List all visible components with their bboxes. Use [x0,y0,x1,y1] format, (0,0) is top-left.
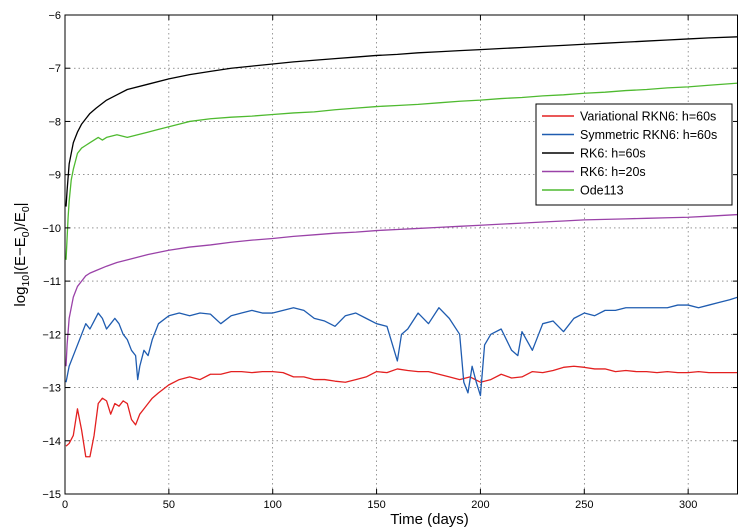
axis-ticks: 0 50 100 150 200 250 300 −15 −14 −13 −12 −11 −10 −9 −8… [42,10,738,511]
y-axis-label: log10|(E−E0)/E0| [12,202,32,306]
grid-lines [64,14,738,495]
y-tick-label: −12 [42,329,61,341]
legend-label: Variational RKN6: h=60s [580,110,716,124]
series-line-4 [65,82,738,260]
y-tick-label: −7 [48,63,61,75]
y-tick-label: −8 [48,116,61,128]
series-line-0 [65,365,738,458]
x-tick-label: 100 [264,499,282,511]
x-tick-label: 0 [62,499,68,511]
y-tick-label: −10 [42,223,61,235]
legend-label: RK6: h=20s [580,165,646,179]
legend-label: RK6: h=60s [580,147,646,161]
series-line-1 [65,296,738,397]
x-axis-label: Time (days) [390,511,469,528]
y-tick-label: −11 [43,276,61,288]
legend-label: Symmetric RKN6: h=60s [580,128,717,142]
series-line-3 [65,213,738,367]
y-tick-label: −14 [42,436,61,448]
x-tick-label: 150 [367,499,385,511]
plot-frame [64,14,738,495]
y-tick-label: −9 [48,170,61,182]
legend-label: Ode113 [580,184,624,198]
x-tick-label: 200 [471,499,489,511]
x-tick-label: 50 [163,499,175,511]
x-tick-label: 300 [679,499,697,511]
series-line-2 [65,36,738,207]
x-tick-label: 250 [575,499,593,511]
y-tick-label: −15 [42,489,61,501]
legend-box [535,103,733,206]
series-lines [65,36,738,458]
y-tick-label: −13 [42,383,61,395]
legend: Variational RKN6: h=60s Symmetric RKN6: h… [535,103,733,206]
y-tick-label: −6 [48,10,61,22]
